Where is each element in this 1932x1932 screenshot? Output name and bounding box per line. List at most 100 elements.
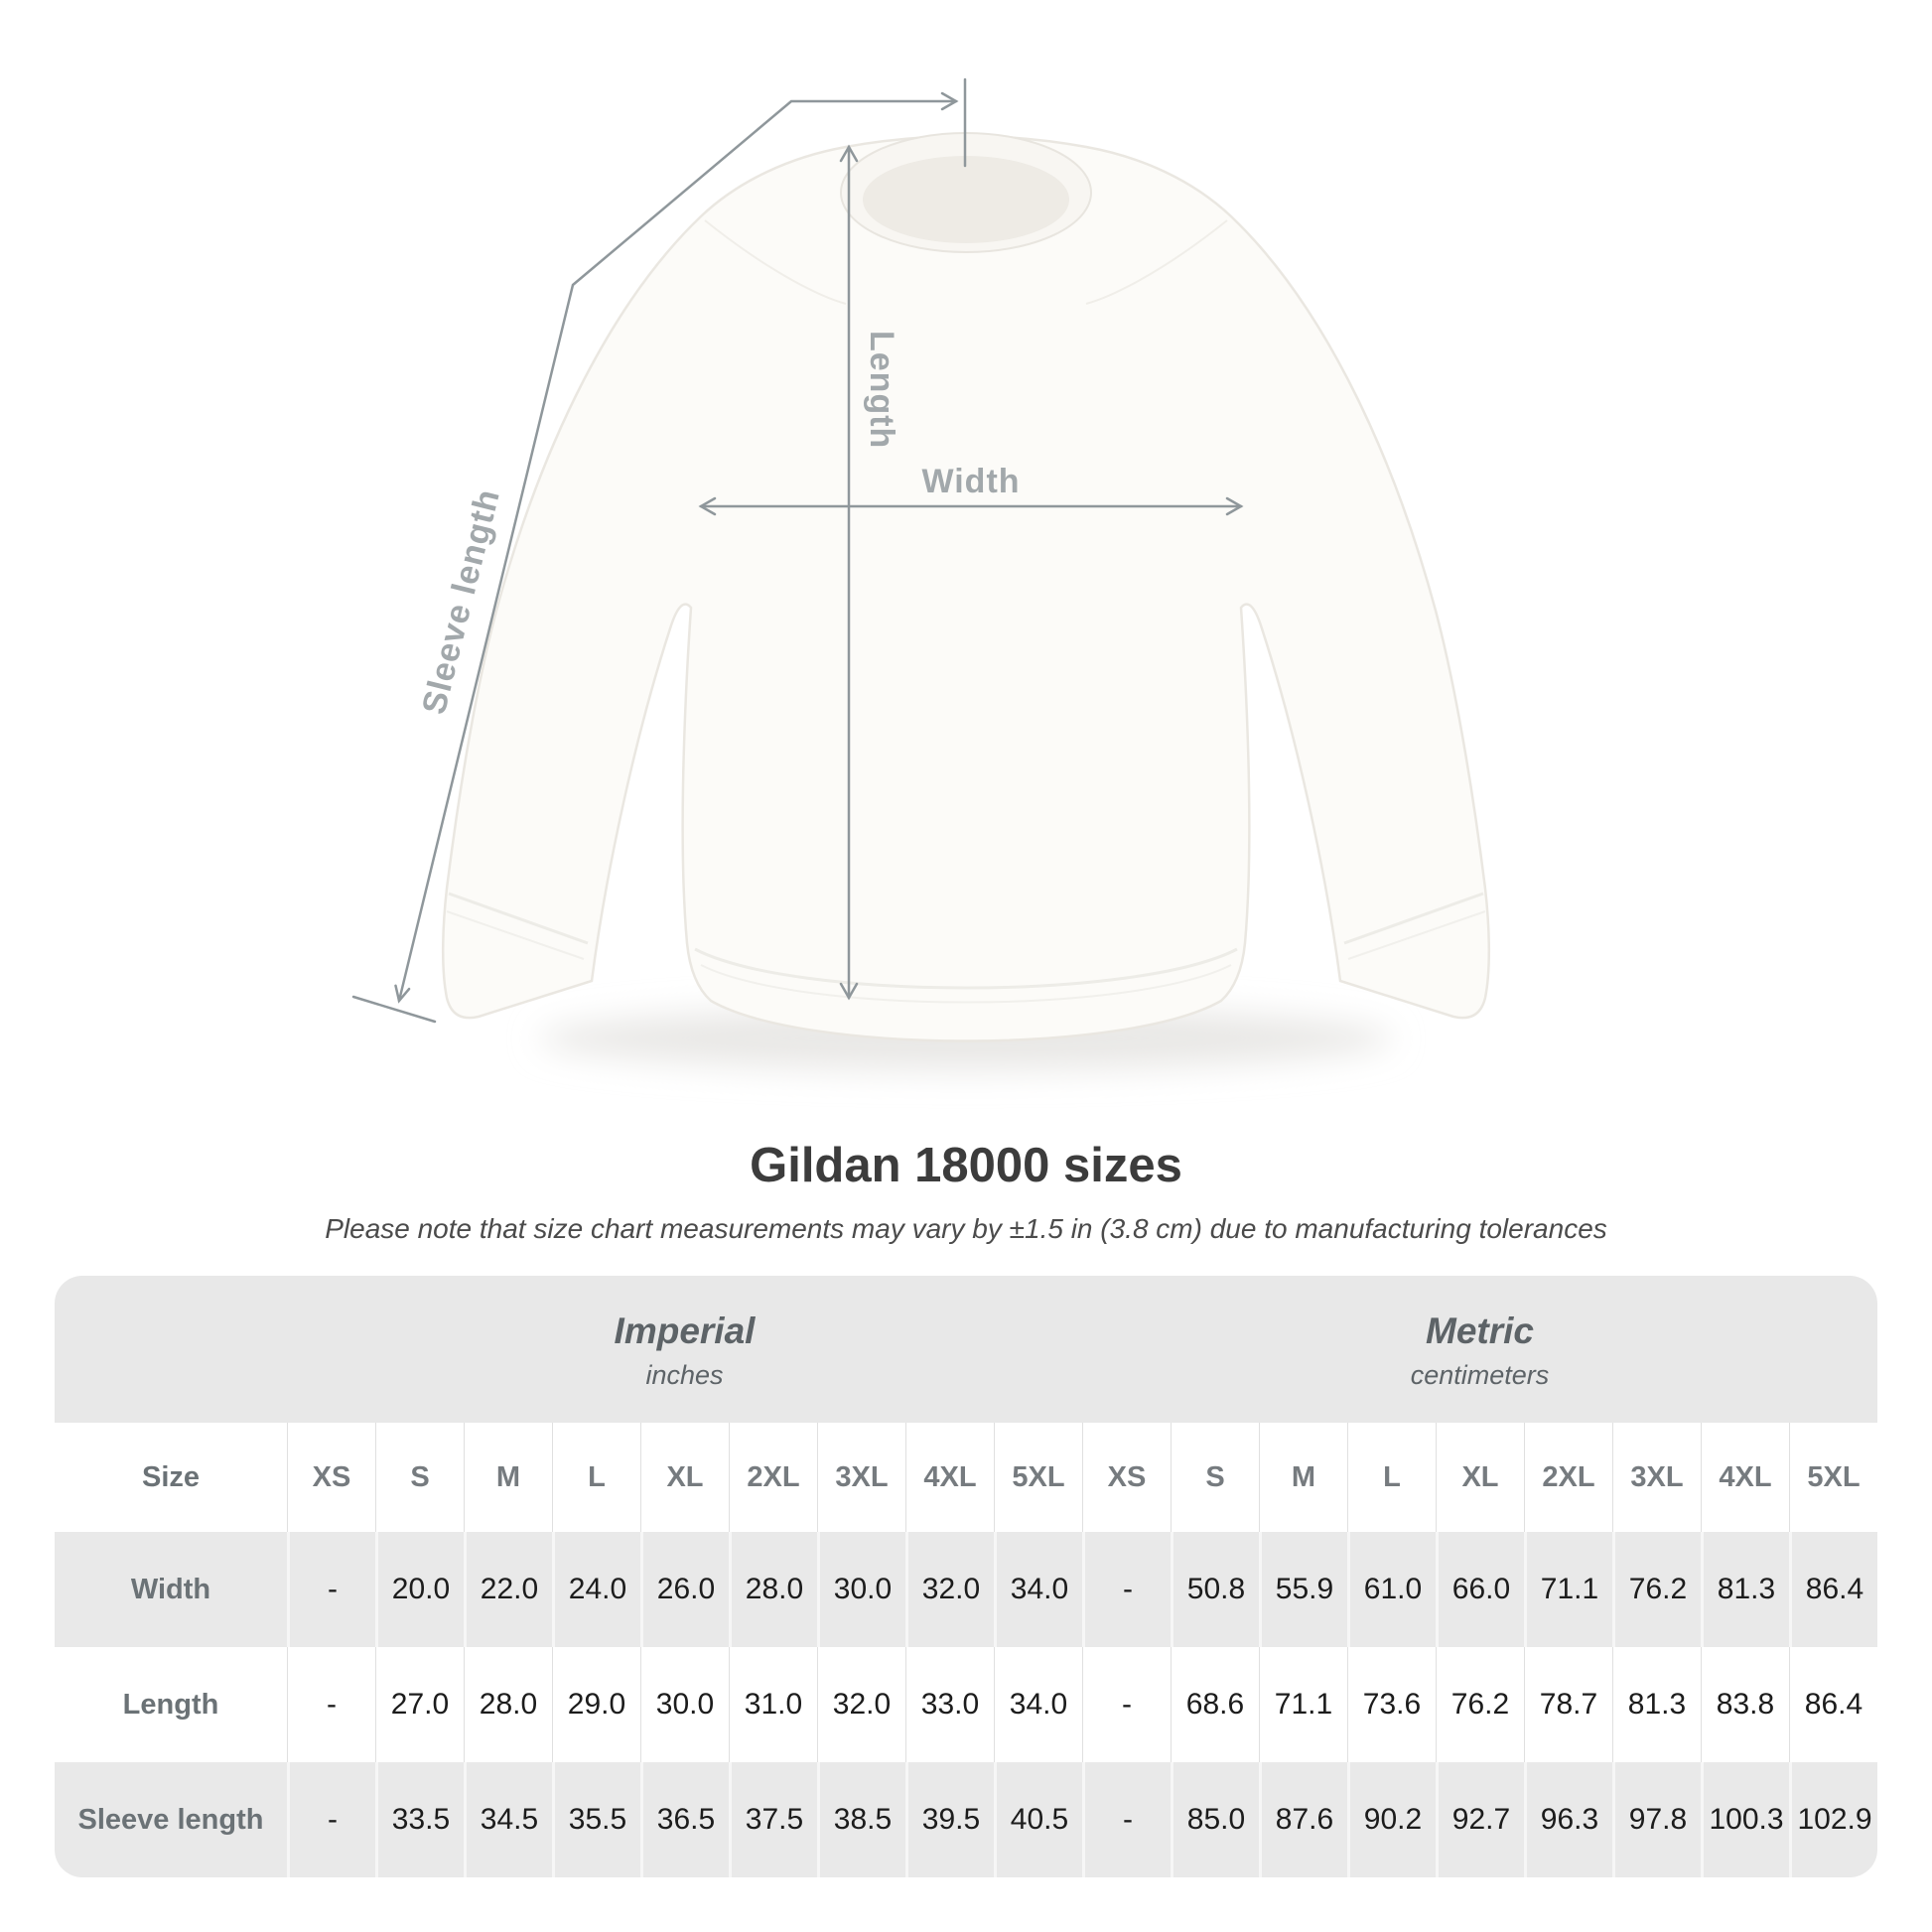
value-cell: 76.2 bbox=[1436, 1647, 1524, 1762]
value-cell: 100.3 bbox=[1701, 1762, 1789, 1877]
row-label: Width bbox=[130, 1573, 211, 1605]
length-arrow-bottom bbox=[839, 982, 859, 1001]
width-arrow-right bbox=[1225, 496, 1244, 516]
value-cell: 102.9 bbox=[1789, 1762, 1877, 1877]
value-cell: 55.9 bbox=[1259, 1532, 1347, 1647]
value-cell: 86.4 bbox=[1789, 1647, 1877, 1762]
size-header: 3XL bbox=[817, 1423, 905, 1532]
left-shoulder-seam bbox=[704, 219, 847, 305]
size-header: S bbox=[1171, 1423, 1259, 1532]
value-cell: 61.0 bbox=[1347, 1532, 1436, 1647]
metric-subtitle: centimeters bbox=[1410, 1359, 1550, 1390]
sweatshirt-body bbox=[441, 134, 1491, 1042]
value-cell: 33.0 bbox=[905, 1647, 994, 1762]
collar-opening bbox=[863, 156, 1069, 243]
value-cell: 31.0 bbox=[729, 1647, 817, 1762]
value-cell: 36.5 bbox=[640, 1762, 729, 1877]
imperial-subtitle: inches bbox=[645, 1359, 724, 1390]
value-cell: 28.0 bbox=[464, 1647, 552, 1762]
size-header: 4XL bbox=[905, 1423, 994, 1532]
value-cell: 50.8 bbox=[1171, 1532, 1259, 1647]
size-header: 4XL bbox=[1701, 1423, 1789, 1532]
size-header: 3XL bbox=[1612, 1423, 1701, 1532]
value-cell: 85.0 bbox=[1171, 1762, 1259, 1877]
value-cell: 78.7 bbox=[1524, 1647, 1612, 1762]
value-cell: 34.0 bbox=[994, 1532, 1082, 1647]
width-arrow-left bbox=[698, 496, 717, 516]
hem-ribbing-seam bbox=[694, 947, 1238, 990]
value-cell: 66.0 bbox=[1436, 1532, 1524, 1647]
value-cell: 76.2 bbox=[1612, 1532, 1701, 1647]
size-header: XL bbox=[640, 1423, 729, 1532]
metric-title: Metric bbox=[1426, 1310, 1534, 1351]
value-cell: - bbox=[287, 1532, 375, 1647]
table-row: Width -20.0 22.0 24.0 26.0 28.0 30.0 32.0 34.0-5… bbox=[55, 1532, 1877, 1647]
value-cell: 40.5 bbox=[994, 1762, 1082, 1877]
value-cell: 83.8 bbox=[1701, 1647, 1789, 1762]
size-header: S bbox=[375, 1423, 464, 1532]
metric-group-header: Metric centimeters bbox=[1082, 1276, 1877, 1423]
size-header: XL bbox=[1436, 1423, 1524, 1532]
value-cell: 92.7 bbox=[1436, 1762, 1524, 1877]
size-header: XS bbox=[287, 1423, 375, 1532]
size-header: 5XL bbox=[994, 1423, 1082, 1532]
value-cell: 26.0 bbox=[640, 1532, 729, 1647]
size-header: L bbox=[552, 1423, 640, 1532]
value-cell: 73.6 bbox=[1347, 1647, 1436, 1762]
value-cell: 24.0 bbox=[552, 1532, 640, 1647]
value-cell: 22.0 bbox=[464, 1532, 552, 1647]
measurement-lines bbox=[351, 77, 1244, 1024]
sleeve-arrow-end bbox=[394, 984, 411, 1004]
unit-band-spacer bbox=[55, 1276, 287, 1423]
table-row: Sleeve length -33.5 34.5 35.5 36.5 37.5 38.5 39… bbox=[55, 1762, 1877, 1877]
size-col-label: Size bbox=[141, 1460, 201, 1493]
size-header: L bbox=[1347, 1423, 1436, 1532]
left-cuff-seam-2 bbox=[446, 910, 585, 960]
value-cell: 30.0 bbox=[640, 1647, 729, 1762]
value-cell: 81.3 bbox=[1612, 1647, 1701, 1762]
size-header: 2XL bbox=[729, 1423, 817, 1532]
imperial-group-header: Imperial inches bbox=[287, 1276, 1082, 1423]
sleeve-arrow-line bbox=[397, 99, 958, 1003]
size-header: XS bbox=[1082, 1423, 1171, 1532]
row-label: Length bbox=[122, 1688, 219, 1721]
value-cell: 32.0 bbox=[905, 1532, 994, 1647]
value-cell: 37.5 bbox=[729, 1762, 817, 1877]
value-cell: 38.5 bbox=[817, 1762, 905, 1877]
value-cell: 32.0 bbox=[817, 1647, 905, 1762]
row-label: Sleeve length bbox=[77, 1803, 264, 1836]
value-cell: 34.0 bbox=[994, 1647, 1082, 1762]
hem-ribbing-seam-2 bbox=[700, 964, 1232, 1004]
imperial-title: Imperial bbox=[614, 1310, 756, 1351]
sweatshirt-illustration bbox=[441, 132, 1491, 1070]
size-header: M bbox=[1259, 1423, 1347, 1532]
unit-band: Imperial inches Metric centimeters bbox=[55, 1276, 1877, 1423]
value-cell: 34.5 bbox=[464, 1762, 552, 1877]
value-cell: - bbox=[1082, 1762, 1171, 1877]
size-header: 5XL bbox=[1789, 1423, 1877, 1532]
right-shoulder-seam bbox=[1085, 219, 1228, 305]
value-cell: - bbox=[287, 1762, 375, 1877]
left-cuff-seam bbox=[448, 892, 589, 945]
value-cell: 29.0 bbox=[552, 1647, 640, 1762]
size-header: M bbox=[464, 1423, 552, 1532]
sleeve-tick-bottom bbox=[351, 995, 437, 1024]
value-cell: - bbox=[1082, 1647, 1171, 1762]
page-title: Gildan 18000 sizes bbox=[750, 1139, 1182, 1192]
size-header: 2XL bbox=[1524, 1423, 1612, 1532]
width-measure-label: Width bbox=[921, 463, 1021, 500]
value-cell: 90.2 bbox=[1347, 1762, 1436, 1877]
value-cell: 87.6 bbox=[1259, 1762, 1347, 1877]
size-table: Imperial inches Metric centimeters Size X… bbox=[55, 1276, 1877, 1877]
value-cell: 35.5 bbox=[552, 1762, 640, 1877]
value-cell: 68.6 bbox=[1171, 1647, 1259, 1762]
right-cuff-seam bbox=[1343, 892, 1484, 945]
value-cell: 71.1 bbox=[1259, 1647, 1347, 1762]
sleeve-arrow-right bbox=[940, 91, 959, 111]
size-header-row: Size XS S M L XL 2XL 3XL 4XL 5XL XS S M L XL 2XL 3XL 4XL 5… bbox=[55, 1423, 1877, 1532]
value-cell: 96.3 bbox=[1524, 1762, 1612, 1877]
value-cell: 30.0 bbox=[817, 1532, 905, 1647]
value-cell: 71.1 bbox=[1524, 1532, 1612, 1647]
